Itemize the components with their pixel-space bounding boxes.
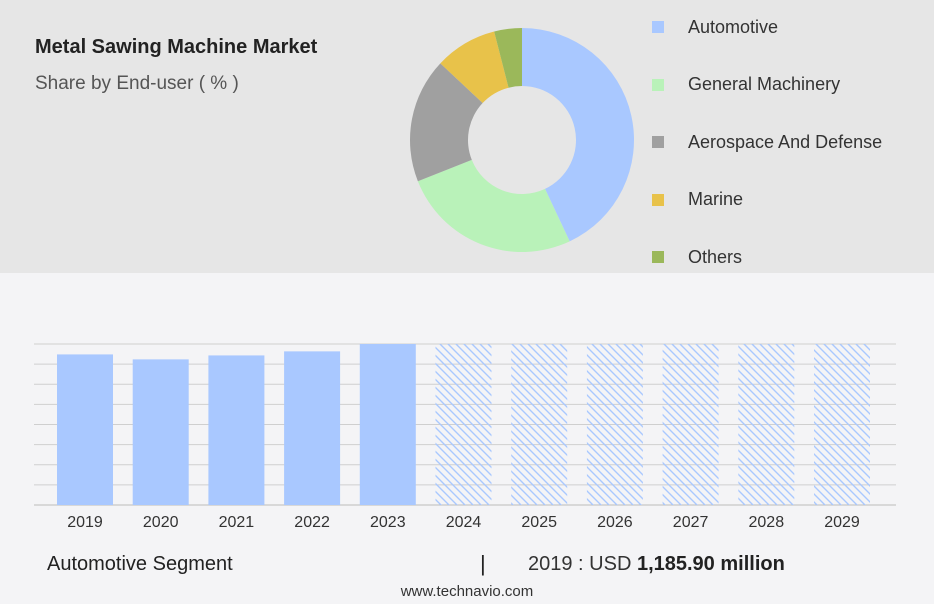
donut-chart xyxy=(410,28,634,253)
legend-label-others: Others xyxy=(688,246,743,267)
legend-swatch-aerospace-and-defense xyxy=(652,136,664,148)
bar-2021 xyxy=(208,355,265,505)
legend-swatch-general-machinery xyxy=(652,78,664,91)
x-tick-label: 2028 xyxy=(749,514,785,530)
x-tick-label: 2022 xyxy=(294,514,330,530)
bar-2020 xyxy=(132,359,189,505)
x-tick-label: 2019 xyxy=(67,514,103,530)
legend-swatch-others xyxy=(652,251,664,263)
legend-swatch-marine xyxy=(652,193,664,206)
legend-item-marine: Marine xyxy=(652,187,743,213)
legend-swatch-automotive xyxy=(652,21,664,33)
legend-item-aerospace-and-defense: Aerospace And Defense xyxy=(652,129,882,155)
forecast-bar-2025 xyxy=(511,344,568,505)
legend-label-aerospace-and-defense: Aerospace And Defense xyxy=(688,131,883,152)
x-tick-label: 2029 xyxy=(824,514,860,530)
stat-prefix: 2019 : USD xyxy=(528,553,632,575)
bar-2019 xyxy=(57,354,113,505)
x-tick-label: 2020 xyxy=(143,514,179,530)
bar-chart: 2019 2020 2021 2022 2023 2024 2025 2026 2027 2028… xyxy=(34,343,896,530)
forecast-bar-2027 xyxy=(662,344,719,505)
footer-separator: | xyxy=(480,551,486,576)
x-tick-label: 2024 xyxy=(446,514,482,530)
x-tick-label: 2021 xyxy=(219,514,255,530)
source-link[interactable]: www.technavio.com xyxy=(400,583,534,600)
segment-label: Automotive Segment xyxy=(47,553,233,575)
donut-slice-general-machinery xyxy=(417,159,570,253)
legend-item-others: Others xyxy=(652,244,742,270)
forecast-bar-2026 xyxy=(586,344,643,505)
legend-label-automotive: Automotive xyxy=(688,16,779,37)
segment-stat: 2019 : USD 1,185.90 million xyxy=(528,553,785,576)
legend-label-marine: Marine xyxy=(688,189,744,209)
legend-label-general-machinery: General Machinery xyxy=(688,74,841,94)
chart-title: Metal Sawing Machine Market xyxy=(35,36,318,58)
legend-item-automotive: Automotive xyxy=(652,14,778,40)
donut-slice-automotive xyxy=(522,28,634,242)
donut-slice-others xyxy=(494,28,522,88)
forecast-bar-2029 xyxy=(814,344,870,505)
bar-2023 xyxy=(359,344,416,505)
forecast-bar-2028 xyxy=(738,344,795,505)
x-tick-label: 2026 xyxy=(597,514,633,530)
legend-item-general-machinery: General Machinery xyxy=(652,72,840,98)
x-tick-label: 2023 xyxy=(370,514,406,530)
donut-slice-aerospace-and-defense xyxy=(410,63,483,182)
x-tick-label: 2027 xyxy=(673,514,709,530)
forecast-bar-2024 xyxy=(435,344,492,505)
bar-2022 xyxy=(284,351,341,505)
x-tick-label: 2025 xyxy=(521,514,557,530)
donut-slice-marine xyxy=(440,31,509,104)
stat-value: 1,185.90 million xyxy=(636,553,785,575)
chart-subtitle: Share by End-user ( % ) xyxy=(35,73,239,94)
